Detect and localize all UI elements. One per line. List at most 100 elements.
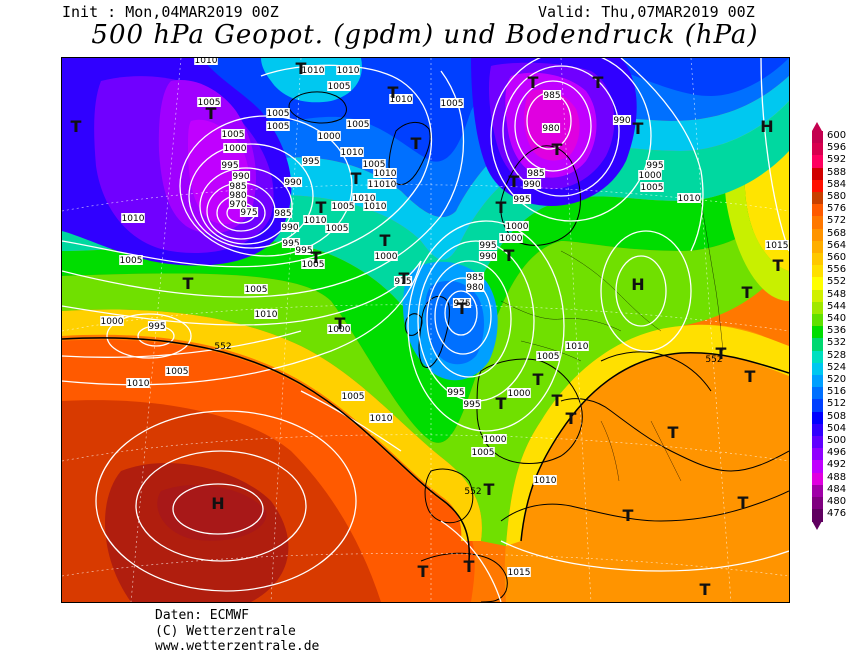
pressure-label-bg: [331, 201, 355, 211]
pressure-label: 1010: [678, 194, 701, 204]
credit-copyright: (C) Wetterzentrale: [155, 624, 296, 639]
pressure-label-bg: [522, 179, 542, 189]
valid-time: Valid: Thu,07MAR2019 00Z: [538, 3, 755, 21]
pressure-label: 995: [295, 246, 312, 256]
legend-label: 492: [827, 459, 847, 471]
pressure-label-bg: [280, 222, 300, 232]
pressure-label-bg: [327, 81, 351, 91]
legend-swatch: [812, 350, 823, 364]
pressure-label-bg: [301, 65, 325, 75]
legend-swatch: [812, 326, 823, 340]
pressure-label-bg: [505, 221, 529, 231]
pressure-label: 1010: [127, 379, 150, 389]
pressure-label-bg: [352, 193, 376, 203]
legend-swatch: [812, 448, 823, 462]
pressure-label: 1010: [390, 95, 413, 105]
pressure-label: 980: [466, 283, 483, 293]
low-pressure-marker: T: [388, 83, 399, 102]
pressure-label-bg: [294, 245, 314, 255]
pressure-label: 1010: [255, 310, 278, 320]
pressure-label-bg: [440, 98, 464, 108]
legend-label: 480: [827, 496, 847, 507]
low-pressure-marker: T: [335, 314, 346, 333]
pressure-label-bg: [465, 282, 485, 292]
legend-swatch: [812, 192, 823, 205]
pressure-label-bg: [363, 201, 387, 211]
pressure-label: 1005: [472, 448, 495, 458]
pressure-label-bg: [765, 240, 789, 250]
high-pressure-marker: H: [760, 117, 773, 136]
legend-label: 532: [827, 337, 847, 349]
map-title: 500 hPa Geopot. (gpdm) und Bodendruck (h…: [91, 20, 759, 50]
pressure-label-bg: [197, 97, 221, 107]
pressure-label-bg: [393, 276, 413, 286]
pressure-label-bg: [373, 168, 397, 178]
pressure-label-bg: [612, 115, 632, 125]
low-pressure-marker: T: [496, 198, 507, 217]
pressure-label: 1010: [304, 216, 327, 226]
legend-swatch: [812, 240, 823, 254]
low-pressure-marker: T: [700, 580, 711, 599]
legend-swatch: [812, 497, 823, 510]
pressure-label: 1005: [222, 130, 245, 140]
pressure-label: 980: [229, 191, 246, 201]
pressure-label: 1000: [318, 132, 341, 142]
legend-swatch: [812, 301, 823, 315]
legend-swatch: [812, 423, 823, 437]
legend-swatch: [812, 387, 823, 401]
legend-swatch: [812, 484, 823, 498]
legend-label: 496: [827, 447, 847, 459]
pressure-label: 1015: [508, 568, 531, 578]
pressure-label: 995: [479, 241, 496, 251]
pressure-label-bg: [533, 475, 557, 485]
legend-swatch: [812, 204, 823, 218]
pressure-label: 1005: [641, 183, 664, 193]
pressure-label: 975: [240, 208, 257, 218]
pressure-label-bg: [221, 129, 245, 139]
height-label: 552: [464, 487, 481, 497]
pressure-label-bg: [542, 90, 562, 100]
legend-swatch: [812, 265, 823, 279]
low-pressure-marker: T: [457, 299, 468, 318]
legend-swatch: [812, 277, 823, 291]
pressure-label: 980: [542, 124, 559, 134]
pressure-label: 990: [479, 252, 496, 262]
low-pressure-marker: T: [552, 140, 563, 159]
pressure-label: 985: [229, 182, 246, 192]
low-pressure-marker: T: [742, 283, 753, 302]
pressure-label: 985: [527, 169, 544, 179]
legend-swatch: [812, 179, 823, 193]
pressure-label: 1010: [370, 414, 393, 424]
low-pressure-marker: T: [593, 73, 604, 92]
pressure-label-bg: [507, 388, 531, 398]
legend-label: 560: [827, 252, 847, 263]
pressure-label: 1000: [639, 171, 662, 181]
pressure-label: 985: [543, 91, 560, 101]
pressure-label-bg: [244, 284, 268, 294]
pressure-label: 995: [513, 195, 530, 205]
pressure-label-bg: [126, 378, 150, 388]
pressure-label: 1000: [484, 435, 507, 445]
color-legend: 600 596 592 588 584 580 576 572 568 564 560 556 552 5…: [810, 122, 848, 531]
pressure-label-bg: [471, 447, 495, 457]
pressure-label: 1005: [245, 285, 268, 295]
pressure-label-bg: [367, 179, 397, 189]
low-pressure-marker: T: [773, 256, 784, 275]
legend-swatch: [812, 362, 823, 376]
pressure-label: 970: [229, 200, 246, 210]
legend-label: 572: [827, 215, 847, 227]
pressure-label: 1000: [101, 317, 124, 327]
pressure-label: 985: [466, 273, 483, 283]
pressure-label-bg: [220, 160, 240, 170]
pressure-label-bg: [512, 194, 532, 204]
legend-swatch: [812, 411, 823, 425]
pressure-label: 1000: [375, 252, 398, 262]
pressure-label: 990: [281, 223, 298, 233]
low-pressure-marker: T: [464, 557, 475, 576]
pressure-label-bg: [165, 366, 189, 376]
low-pressure-marker: T: [183, 274, 194, 293]
low-pressure-marker: T: [316, 198, 327, 217]
legend-label: 504: [827, 422, 847, 434]
